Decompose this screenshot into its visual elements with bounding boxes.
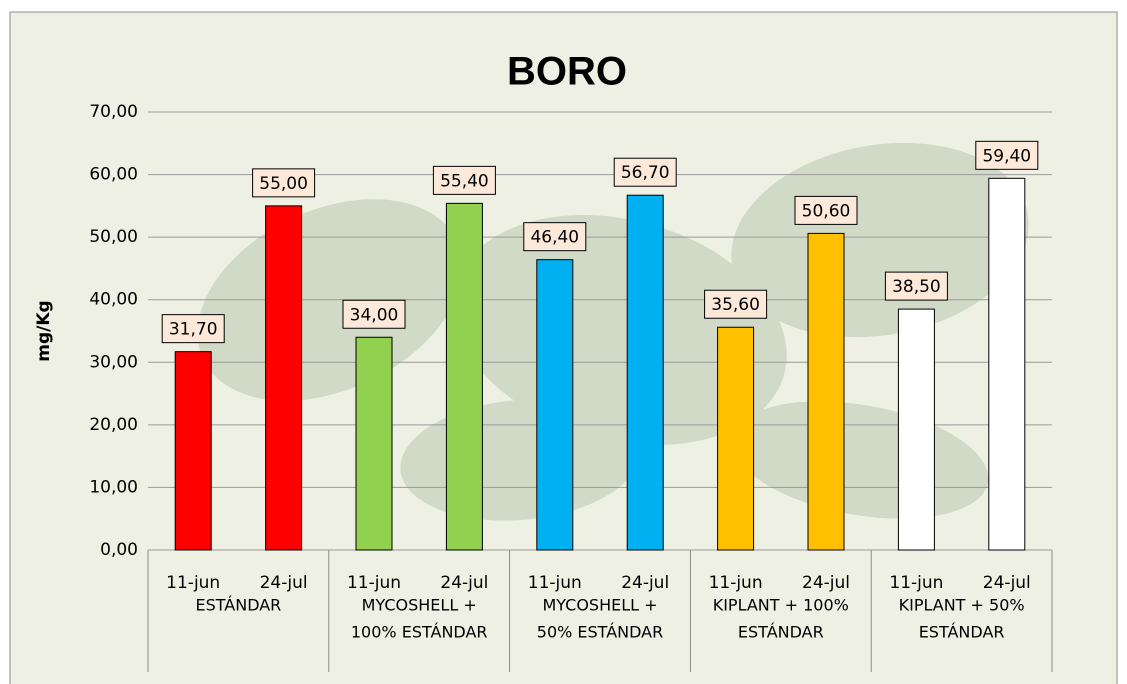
x-tick-label: 24-jul (802, 573, 850, 593)
bar (626, 194, 664, 551)
group-label: ESTÁNDAR (919, 623, 1005, 642)
data-label-box (704, 289, 768, 319)
x-tick-label: 11-jun (889, 573, 943, 593)
bar (174, 351, 212, 551)
bar (536, 259, 574, 551)
data-label-box (884, 271, 948, 301)
data-label: 35,60 (711, 295, 760, 315)
y-tick-label: 60,00 (89, 165, 138, 185)
data-label-box (975, 140, 1039, 170)
data-label: 38,50 (892, 277, 941, 297)
y-tick-label: 0,00 (100, 540, 138, 560)
y-tick-label: 20,00 (89, 415, 138, 435)
x-tick-label: 11-jun (166, 573, 220, 593)
x-tick-label: 11-jun (709, 573, 763, 593)
data-label: 55,00 (259, 174, 308, 194)
bar (807, 232, 845, 551)
x-tick-label: 24-jul (983, 573, 1031, 593)
data-label: 55,40 (440, 171, 489, 191)
y-tick-label: 50,00 (89, 227, 138, 247)
data-label-box (252, 168, 316, 198)
bar (355, 336, 393, 551)
data-label: 46,40 (530, 228, 579, 248)
x-tick-label: 11-jun (528, 573, 582, 593)
x-tick-label: 24-jul (621, 573, 669, 593)
data-label-box (432, 165, 496, 195)
bar (265, 205, 303, 551)
data-label: 34,00 (350, 305, 399, 325)
group-label: KIPLANT + 100% (713, 596, 849, 615)
x-tick-label: 24-jul (260, 573, 308, 593)
chart-title: BORO (507, 50, 627, 94)
y-axis-title: mg/Kg (34, 300, 54, 361)
data-label-box (613, 157, 677, 187)
group-label: MYCOSHELL + (362, 596, 477, 615)
group-label: ESTÁNDAR (195, 596, 281, 615)
bar (897, 308, 935, 551)
x-tick-label: 11-jun (347, 573, 401, 593)
data-label-box (161, 314, 225, 344)
data-label-box (342, 299, 406, 329)
data-label: 56,70 (621, 163, 670, 183)
x-tick-label: 24-jul (440, 573, 488, 593)
group-label: MYCOSHELL + (542, 596, 657, 615)
bar (988, 177, 1026, 551)
group-label: 100% ESTÁNDAR (351, 623, 488, 642)
y-tick-label: 10,00 (89, 477, 138, 497)
data-label: 31,70 (169, 320, 218, 340)
data-label: 59,40 (982, 146, 1031, 166)
y-tick-label: 70,00 (89, 102, 138, 122)
data-label-box (523, 222, 587, 252)
y-tick-label: 40,00 (89, 290, 138, 310)
data-label: 50,60 (802, 201, 851, 221)
data-label-box (794, 195, 858, 225)
group-label: 50% ESTÁNDAR (537, 623, 663, 642)
bar (717, 326, 755, 551)
group-label: KIPLANT + 50% (899, 596, 1025, 615)
bar (445, 202, 483, 551)
group-label: ESTÁNDAR (738, 623, 824, 642)
y-tick-label: 30,00 (89, 352, 138, 372)
